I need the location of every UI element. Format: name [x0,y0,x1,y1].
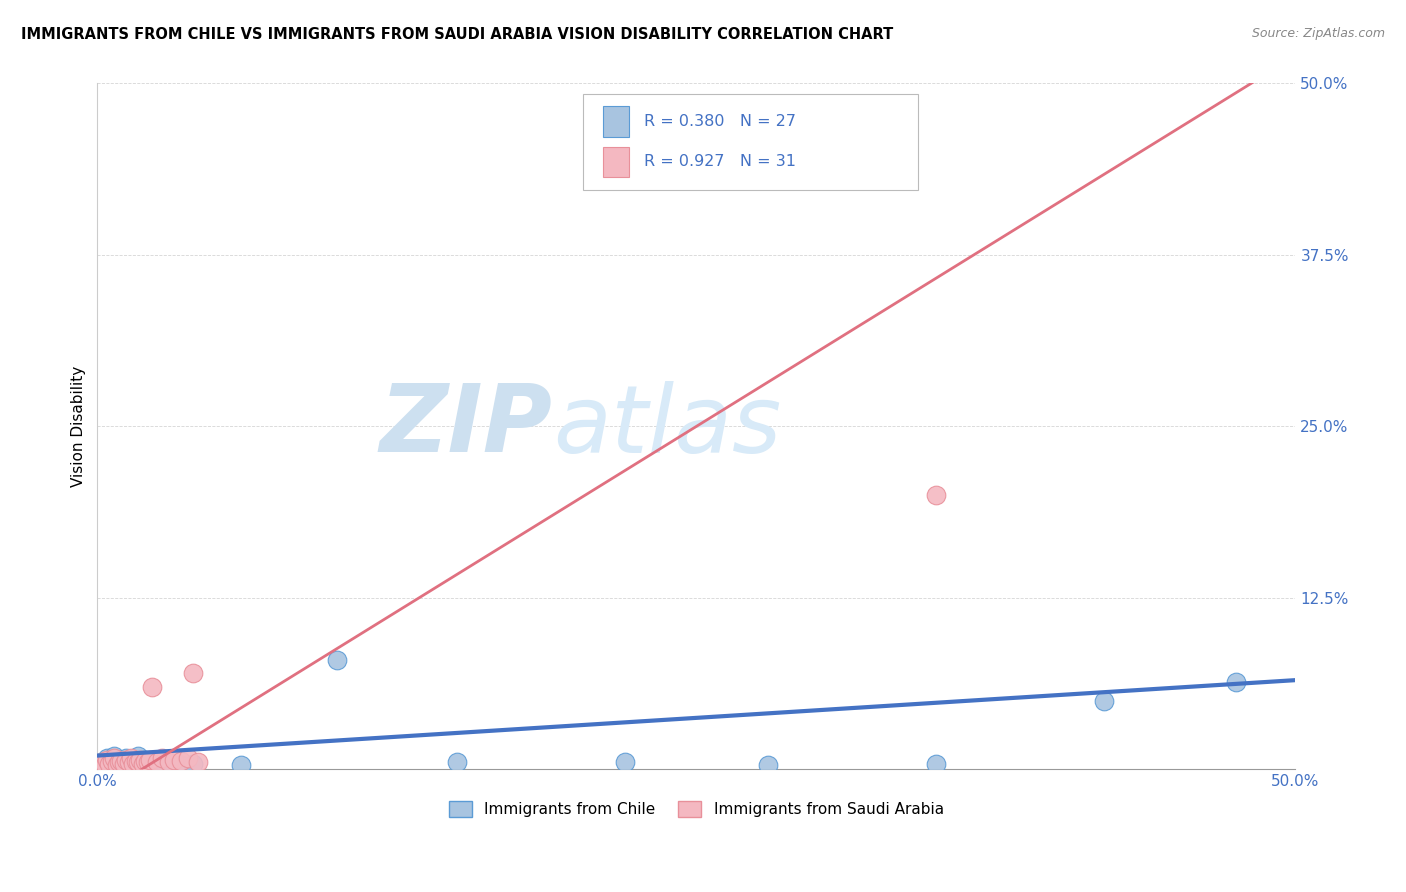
Legend: Immigrants from Chile, Immigrants from Saudi Arabia: Immigrants from Chile, Immigrants from S… [443,795,950,823]
Point [108,756,131,770]
Point [181,756,204,771]
Point [129,756,152,771]
Point [326,652,349,666]
Point [136,756,159,770]
Point [91,756,114,770]
Point [125,754,148,768]
Point [112,756,135,771]
Text: ZIP: ZIP [380,380,553,473]
Point [98,758,121,772]
Point [756,758,779,772]
Point [115,751,138,765]
Point [100,754,122,768]
Point [134,754,156,768]
Point [96,751,118,765]
Point [150,751,173,765]
Point [170,754,193,768]
Point [170,758,193,772]
Point [446,756,468,770]
Point [181,666,204,681]
Point [146,756,169,770]
Point [157,756,180,770]
Text: R = 0.927   N = 31: R = 0.927 N = 31 [644,154,796,169]
FancyBboxPatch shape [603,146,630,178]
Point [103,751,125,765]
Y-axis label: Vision Disability: Vision Disability [72,366,86,487]
Text: R = 0.380   N = 27: R = 0.380 N = 27 [644,114,796,129]
Point [157,756,180,770]
Point [139,753,162,767]
Point [129,753,152,767]
Point [229,758,252,772]
Point [115,753,138,767]
Point [93,758,115,772]
Point [146,758,169,772]
Point [177,751,200,765]
Point [1092,694,1115,708]
Text: atlas: atlas [553,381,780,472]
Point [925,488,948,502]
Point [613,756,636,770]
Point [127,756,149,770]
Point [91,756,114,770]
Point [117,756,139,770]
Point [134,753,156,767]
Point [141,680,163,694]
Point [108,753,131,767]
Text: IMMIGRANTS FROM CHILE VS IMMIGRANTS FROM SAUDI ARABIA VISION DISABILITY CORRELAT: IMMIGRANTS FROM CHILE VS IMMIGRANTS FROM… [21,27,893,42]
Point [127,748,149,763]
Point [187,756,209,770]
Text: Source: ZipAtlas.com: Source: ZipAtlas.com [1251,27,1385,40]
Point [100,754,122,768]
Point [110,756,132,770]
FancyBboxPatch shape [603,106,630,137]
Point [1225,674,1247,689]
Point [122,756,145,771]
Point [96,753,118,767]
Point [120,751,142,765]
Point [105,758,128,772]
Point [139,756,162,770]
Point [103,748,125,763]
Point [163,753,186,767]
Point [98,756,121,771]
Point [132,756,155,771]
Point [110,754,132,768]
Point [925,756,948,771]
Point [105,756,128,771]
Point [117,758,139,772]
FancyBboxPatch shape [582,94,918,190]
Point [122,754,145,768]
